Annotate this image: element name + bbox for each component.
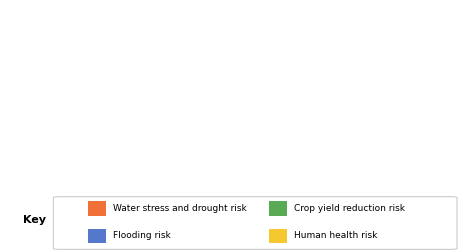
- Text: Crop yield reduction risk: Crop yield reduction risk: [293, 204, 404, 213]
- FancyBboxPatch shape: [88, 229, 106, 243]
- FancyBboxPatch shape: [269, 229, 286, 243]
- Text: Flooding risk: Flooding risk: [113, 231, 170, 240]
- FancyBboxPatch shape: [53, 197, 456, 249]
- FancyBboxPatch shape: [88, 201, 106, 216]
- Text: Key: Key: [23, 215, 46, 225]
- Text: Human health risk: Human health risk: [293, 231, 376, 240]
- Text: Water stress and drought risk: Water stress and drought risk: [113, 204, 246, 213]
- FancyBboxPatch shape: [269, 201, 286, 216]
